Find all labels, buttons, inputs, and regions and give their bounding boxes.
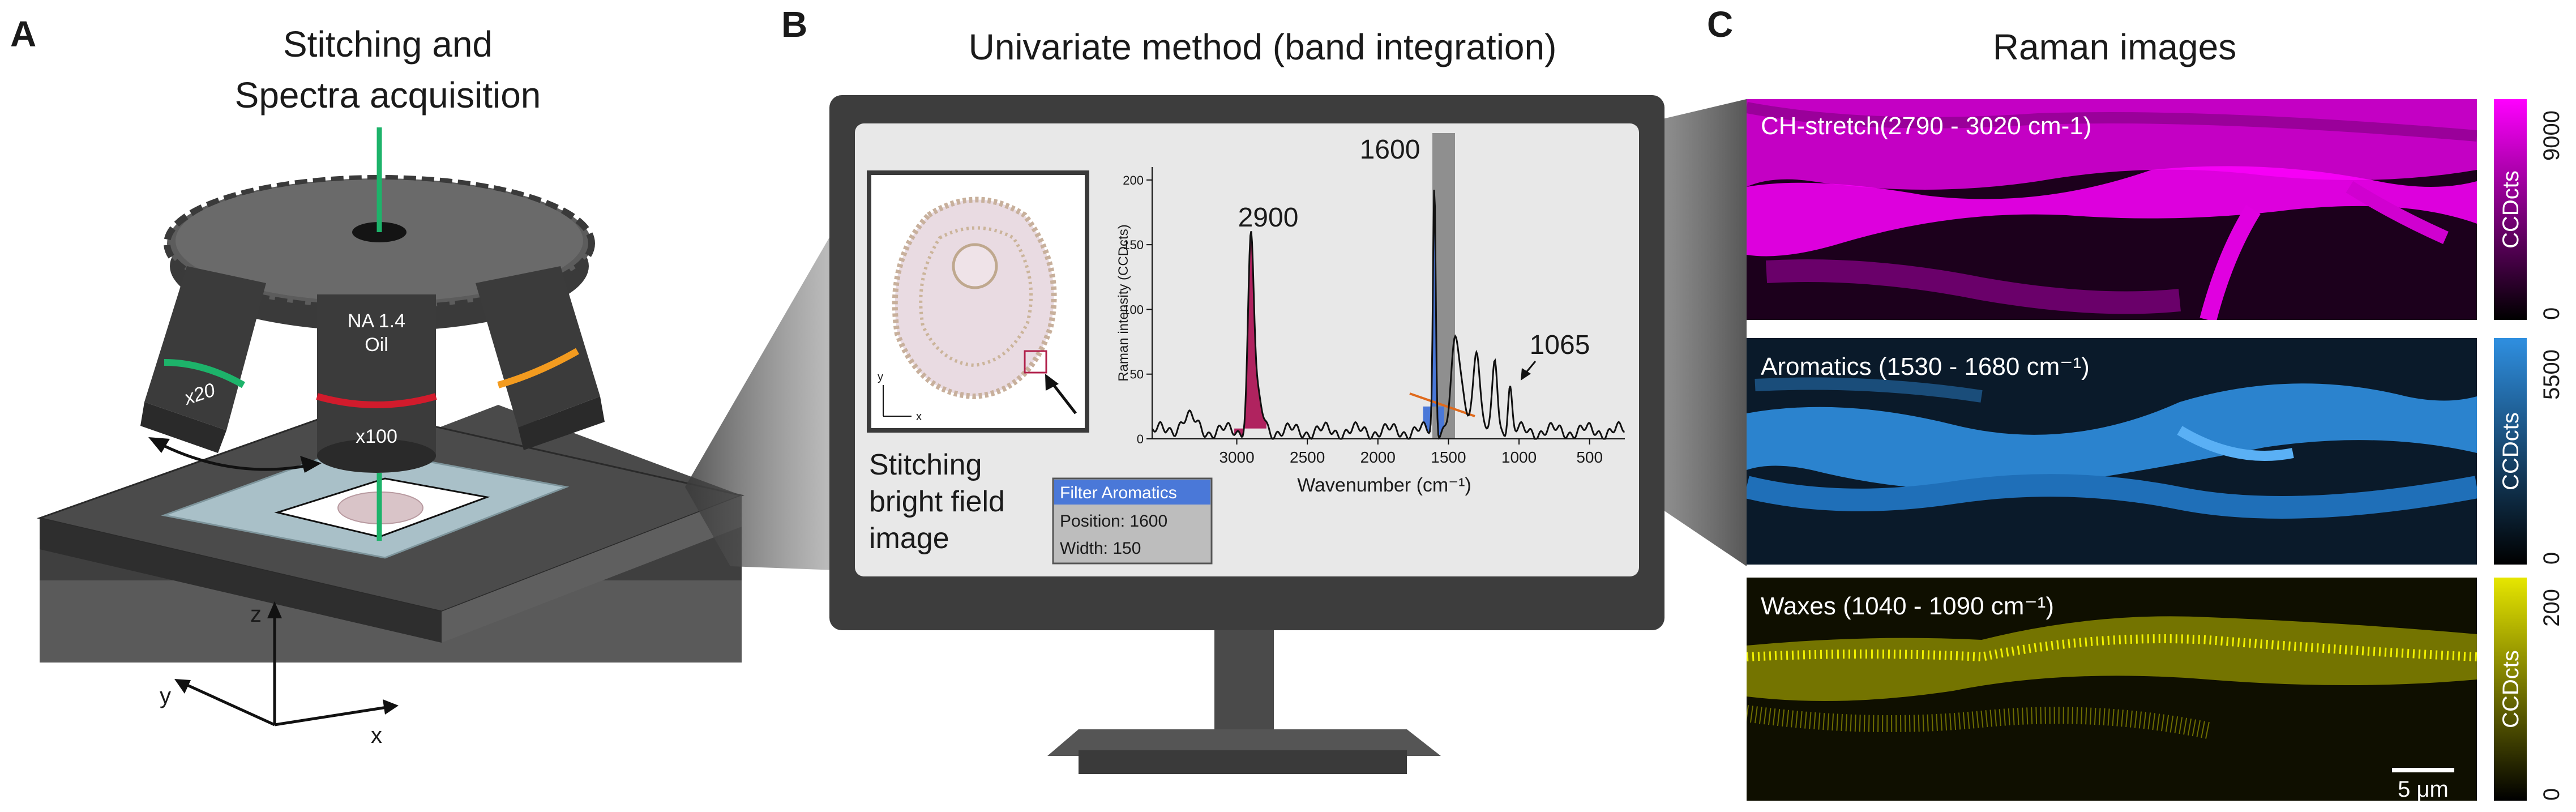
x-tick-label: 1500 <box>1431 448 1466 466</box>
colorbar-aromatics-unit: CCDcts <box>2498 412 2523 490</box>
raman-image-aromatics: Aromatics (1530 - 1680 cm⁻¹) <box>1747 338 2477 565</box>
panel-a-letter: A <box>10 14 36 54</box>
raman-image-waxes: Waxes (1040 - 1090 cm⁻¹) 5 μm <box>1747 578 2477 802</box>
colorbar-aromatics: 5500 0 CCDcts <box>2494 338 2564 565</box>
colorbar-ch-unit: CCDcts <box>2498 170 2523 249</box>
panel-c-letter: C <box>1707 4 1733 45</box>
caption-line1: Stitching <box>869 448 982 481</box>
objective-right <box>476 266 605 450</box>
spectrum-line <box>1151 190 1625 441</box>
peak-label-1600: 1600 <box>1360 135 1420 165</box>
aromatic-band-fill <box>1423 190 1444 438</box>
raman-image-label-aromatics: Aromatics (1530 - 1680 cm⁻¹) <box>1761 353 2090 381</box>
colorbar-waxes-unit: CCDcts <box>2498 650 2523 728</box>
objective-x100: NA 1.4 Oil x100 <box>316 294 437 473</box>
colorbar-waxes-min: 0 <box>2539 788 2564 801</box>
colorbar-aromatics-min: 0 <box>2539 552 2564 565</box>
colorbar-ch-min: 0 <box>2539 307 2564 320</box>
peak-label-1065: 1065 <box>1530 330 1590 360</box>
panel-b: B Univariate method (band integration) y… <box>781 4 1664 774</box>
filter-box-width: Width: 150 <box>1060 539 1141 558</box>
y-tick-label: 100 <box>1123 302 1144 317</box>
x-tick-label: 1000 <box>1501 448 1537 466</box>
y-tick-label: 0 <box>1137 432 1144 446</box>
x-tick-label: 3000 <box>1219 448 1254 466</box>
colorbar-ch: 9000 0 CCDcts <box>2494 99 2564 320</box>
raman-image-label-waxes: Waxes (1040 - 1090 cm⁻¹) <box>1761 592 2054 620</box>
caption-line3: image <box>869 522 949 555</box>
filter-box-position: Position: 1600 <box>1060 512 1167 531</box>
x-tick-label: 2000 <box>1360 448 1396 466</box>
objective-x100-label: x100 <box>356 426 397 447</box>
objective-oil-label: Oil <box>365 334 388 356</box>
spectrum-xlabel: Wavenumber (cm⁻¹) <box>1297 475 1471 496</box>
spectrum-plot: 0 50 100 150 200 3000 2500 2000 1500 1000 500 Ram… <box>1116 133 1625 496</box>
colorbar-waxes: 200 0 CCDcts <box>2494 578 2564 801</box>
colorbar-aromatics-max: 5500 <box>2539 349 2564 400</box>
panel-b-title: Univariate method (band integration) <box>969 27 1557 67</box>
raman-image-label-ch: CH-stretch(2790 - 3020 cm-1) <box>1761 112 2091 140</box>
xyz-axes: z y x <box>160 601 399 748</box>
scalebar-label: 5 μm <box>2398 777 2449 802</box>
y-tick-label: 150 <box>1123 238 1144 252</box>
panel-a-title-line2: Spectra acquisition <box>235 75 541 116</box>
caption-line2: bright field <box>869 485 1005 518</box>
colorbar-ch-max: 9000 <box>2539 110 2564 161</box>
objective-na-label: NA 1.4 <box>348 310 405 332</box>
colorbar-waxes-max: 200 <box>2539 589 2564 627</box>
baseline-line <box>1409 392 1475 417</box>
x-tick-label: 2500 <box>1290 448 1325 466</box>
panel-c-title: Raman images <box>1993 27 2236 67</box>
filter-box-header[interactable] <box>1054 480 1210 505</box>
axis-y-label: y <box>160 683 171 708</box>
peak-label-2900: 2900 <box>1238 203 1299 233</box>
thumb-axis-y: y <box>878 371 883 383</box>
panel-a: A Stitching and Spectra acquisition <box>10 14 745 748</box>
filter-box[interactable]: Filter Aromatics Position: 1600 Width: 1… <box>1052 477 1213 565</box>
bright-field-thumbnail: y x <box>867 170 1089 433</box>
axis-z-label: z <box>250 602 262 627</box>
objective-x20: x20 <box>140 266 266 453</box>
ch-stretch-band-fill <box>1234 231 1266 437</box>
y-tick-label: 50 <box>1130 367 1144 382</box>
rotation-arrow <box>155 440 315 471</box>
axis-x-label: x <box>371 723 382 748</box>
y-tick-label: 200 <box>1123 173 1144 187</box>
thumb-axis-x: x <box>916 411 922 423</box>
filter-box-title: Filter Aromatics <box>1060 484 1177 502</box>
spectrum-ylabel: Raman intensity (CCDcts) <box>1116 224 1131 381</box>
raman-image-ch-stretch: CH-stretch(2790 - 3020 cm-1) <box>1747 99 2477 320</box>
panel-a-title-line1: Stitching and <box>283 24 493 65</box>
panel-c: C Raman images CH-stretch(2790 - 3020 cm… <box>1707 4 2564 802</box>
x-tick-label: 500 <box>1576 448 1603 466</box>
panel-b-letter: B <box>781 4 807 45</box>
